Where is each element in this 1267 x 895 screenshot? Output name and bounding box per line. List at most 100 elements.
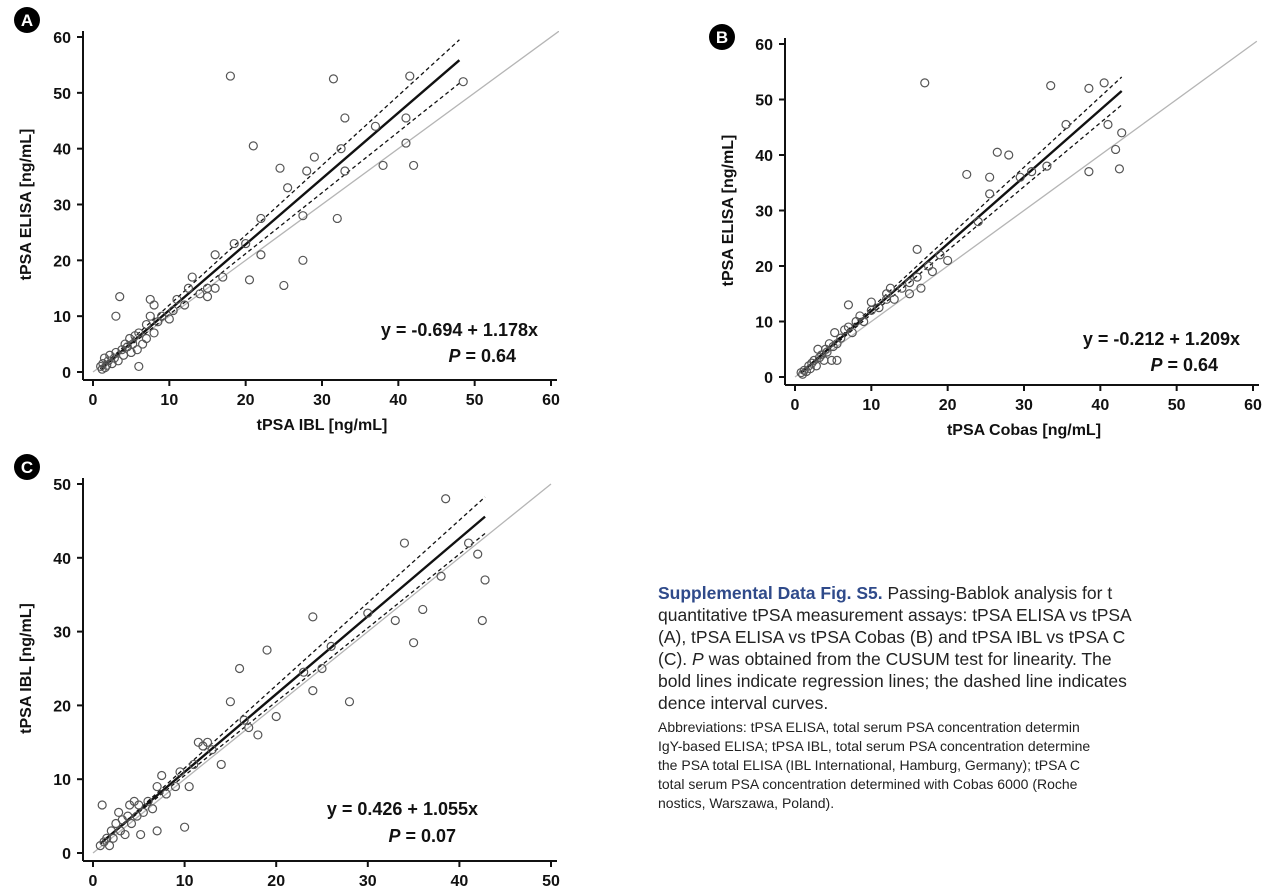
data-point [458, 77, 468, 87]
x-tick-label: 0 [89, 873, 98, 890]
caption-body: Supplemental Data Fig. S5. Passing-Bablo… [658, 582, 1267, 714]
regression-equation: y = -0.212 + 1.209x [1083, 329, 1240, 349]
data-point [262, 645, 272, 655]
x-tick-label: 20 [939, 397, 957, 414]
ci-lower-line [99, 532, 486, 844]
panel-letter: C [21, 458, 33, 477]
y-tick-label: 30 [53, 198, 71, 215]
y-tick-label: 10 [755, 315, 773, 332]
data-point [248, 141, 258, 151]
y-tick-label: 30 [755, 204, 773, 221]
data-point [962, 169, 972, 180]
data-point [809, 355, 819, 365]
data-point [184, 781, 194, 792]
data-point [836, 333, 846, 343]
p-value: = 0.64 [460, 346, 516, 366]
data-point [874, 303, 884, 313]
data-point [256, 213, 266, 224]
data-point [912, 244, 922, 254]
data-point [149, 328, 159, 338]
data-point [128, 339, 138, 349]
x-tick-label: 60 [1244, 397, 1262, 414]
data-point [985, 172, 995, 182]
data-point [180, 300, 190, 310]
data-point [477, 615, 487, 626]
data-point [161, 789, 171, 799]
data-point [390, 615, 400, 626]
p-symbol: P [448, 346, 461, 366]
data-point [149, 300, 159, 310]
data-point [275, 163, 285, 173]
data-point [108, 833, 118, 843]
data-point [102, 360, 112, 370]
data-point [985, 189, 995, 199]
data-point [463, 538, 474, 548]
data-point [183, 283, 194, 293]
data-point [218, 272, 228, 282]
data-point [141, 333, 152, 344]
data-point [904, 289, 915, 299]
data-point [256, 250, 266, 260]
x-axis-title: tPSA IBL [ng/mL] [257, 417, 388, 434]
data-point [309, 152, 319, 162]
data-point [170, 781, 181, 792]
data-point [441, 494, 451, 504]
data-point [973, 217, 983, 227]
data-point [1084, 167, 1094, 177]
data-point [117, 345, 127, 355]
data-point [244, 275, 255, 285]
data-point [436, 571, 446, 581]
data-point [326, 641, 336, 651]
abbr-line-4: total serum PSA concentration determined… [658, 776, 1078, 792]
data-point [141, 319, 152, 330]
panel-letter: A [21, 11, 33, 30]
y-tick-label: 40 [755, 148, 773, 165]
caption-line-2: quantitative tPSA measurement assays: tP… [658, 605, 1132, 625]
data-point [152, 781, 162, 792]
data-point [378, 160, 388, 171]
x-tick-label: 10 [862, 397, 880, 414]
data-point [363, 608, 373, 618]
data-point [111, 311, 121, 321]
data-point [401, 138, 411, 148]
data-point [340, 166, 350, 176]
y-tick-label: 50 [53, 86, 71, 103]
y-tick-label: 20 [53, 253, 71, 270]
caption-line-1: Passing-Bablok analysis for t [882, 583, 1113, 603]
data-point [120, 829, 130, 840]
y-tick-label: 20 [755, 259, 773, 276]
x-tick-label: 60 [542, 392, 560, 409]
data-point [317, 663, 327, 674]
identity-line [794, 40, 1258, 378]
data-point [210, 250, 220, 260]
x-tick-label: 50 [542, 873, 560, 890]
data-point [814, 352, 825, 363]
data-point [241, 238, 251, 249]
x-tick-label: 30 [313, 392, 331, 409]
data-point [113, 356, 123, 366]
data-point [399, 538, 410, 548]
plot-area [794, 40, 1258, 379]
data-point [401, 113, 411, 123]
y-axis-title: tPSA ELISA [ng/mL] [18, 129, 35, 281]
panel-badge [709, 24, 735, 50]
data-point [1103, 119, 1113, 130]
data-point [822, 347, 832, 357]
data-point [239, 715, 249, 725]
data-point [473, 549, 483, 559]
data-point [302, 166, 312, 176]
data-point [271, 711, 281, 722]
panel-badge [14, 7, 40, 33]
data-point [409, 638, 419, 648]
data-point [105, 350, 115, 360]
data-point [1004, 150, 1014, 160]
abbr-line-5: nostics, Warszawa, Poland). [658, 795, 835, 811]
data-point [308, 612, 318, 622]
y-tick-label: 10 [53, 772, 71, 789]
y-tick-label: 30 [53, 625, 71, 642]
y-tick-label: 0 [62, 846, 71, 863]
x-tick-label: 50 [466, 392, 484, 409]
data-point [897, 283, 907, 293]
figure-caption: Supplemental Data Fig. S5. Passing-Bablo… [658, 582, 1267, 813]
